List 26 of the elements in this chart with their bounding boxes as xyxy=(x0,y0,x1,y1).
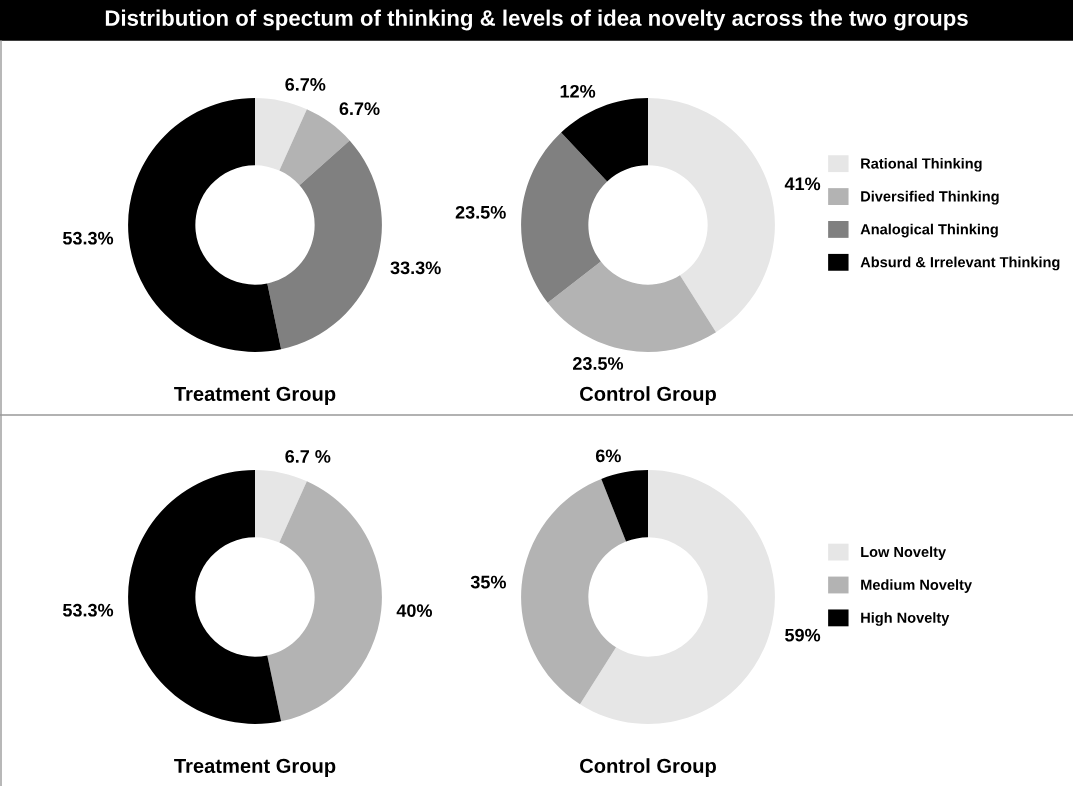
data-label: 23.5% xyxy=(572,357,624,370)
text: Control Group xyxy=(580,758,716,777)
data-label: 35% xyxy=(470,575,506,589)
text: Control Group xyxy=(580,386,716,405)
data-label: 6.7 % xyxy=(285,450,331,463)
legend-label: Low Novelty xyxy=(861,546,947,560)
data-label: 6.7% xyxy=(285,78,326,91)
data-label: 53.3% xyxy=(62,231,114,245)
data-label: 40% xyxy=(396,604,433,617)
legend-label: Absurd & Irrelevant Thinking xyxy=(860,256,1060,271)
legend-label: Rational Thinking xyxy=(861,157,982,172)
data-label: 6.7% xyxy=(339,102,380,116)
legend-label: Medium Novelty xyxy=(861,579,972,593)
data-label: 23.5% xyxy=(455,205,506,219)
data-label: 41% xyxy=(784,177,821,191)
legend-label: High Novelty xyxy=(861,612,950,626)
data-label: 33.3% xyxy=(390,261,441,275)
data-label: 59% xyxy=(785,628,821,642)
text: Treatment Group xyxy=(174,386,336,405)
data-label: 53.3% xyxy=(62,603,114,617)
data-label: 6% xyxy=(595,449,621,463)
data-label: 12% xyxy=(560,84,596,98)
chart-title: Distribution of spectum of thinking & levels of idea novelty across the two groups xyxy=(105,9,968,31)
text: Treatment Group xyxy=(174,758,336,777)
legend-label: Diversified Thinking xyxy=(861,190,999,205)
legend-label: Analogical Thinking xyxy=(860,223,998,238)
